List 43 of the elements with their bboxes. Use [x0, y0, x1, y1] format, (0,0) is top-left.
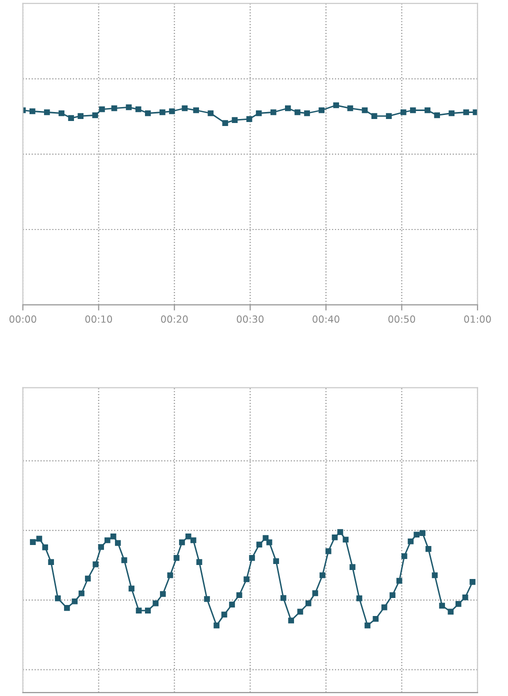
point — [222, 120, 228, 126]
x-tick-label: 01:00 — [464, 315, 491, 323]
point — [347, 105, 354, 112]
x-tick-label: 00:20 — [161, 315, 188, 323]
point — [246, 116, 252, 122]
point — [400, 109, 406, 116]
point — [318, 107, 324, 114]
point — [410, 107, 416, 114]
point — [144, 110, 151, 116]
point — [448, 110, 455, 116]
point — [29, 108, 36, 114]
point — [78, 113, 84, 119]
point — [99, 106, 105, 112]
x-tick-label: 00:50 — [388, 315, 416, 323]
point — [362, 107, 368, 114]
point — [232, 117, 238, 123]
x-tick-label: 00:40 — [312, 315, 340, 323]
x-tick-label: 00:30 — [236, 315, 264, 323]
point — [111, 105, 118, 112]
point — [193, 107, 200, 114]
point — [256, 110, 262, 116]
point — [44, 109, 50, 116]
point — [126, 104, 132, 110]
point — [424, 107, 430, 114]
point — [208, 110, 214, 116]
point — [182, 105, 188, 112]
point — [58, 110, 64, 116]
point — [386, 113, 392, 119]
point — [270, 109, 276, 116]
point — [304, 110, 310, 116]
point — [294, 109, 300, 116]
point — [68, 115, 74, 121]
point — [333, 102, 340, 108]
point — [371, 113, 378, 119]
point — [169, 108, 175, 114]
point — [135, 106, 142, 112]
point — [92, 112, 98, 118]
point — [463, 109, 470, 116]
x-tick-label: 00:00 — [9, 315, 36, 323]
point — [434, 112, 440, 118]
x-tick-label: 00:10 — [85, 315, 112, 323]
point — [160, 109, 166, 116]
point — [285, 105, 291, 112]
